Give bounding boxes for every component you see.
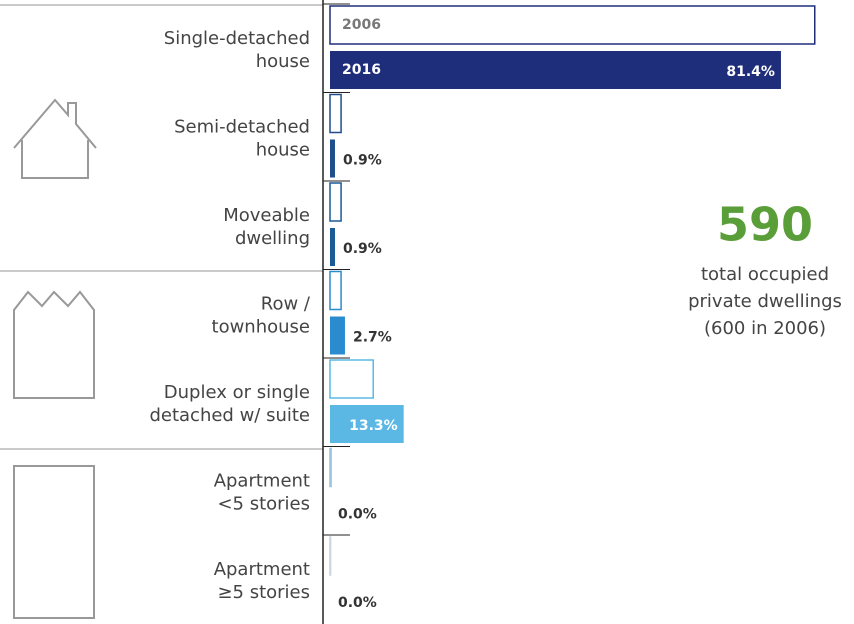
category-label: Apartment bbox=[214, 471, 310, 492]
annotation-line: total occupied bbox=[701, 264, 829, 285]
value-label: 2.7% bbox=[353, 330, 392, 346]
value-label: 81.4% bbox=[726, 64, 775, 80]
bar-2006 bbox=[329, 93, 342, 134]
bar-2016 bbox=[330, 228, 335, 266]
bar-2016 bbox=[330, 405, 404, 443]
bar-2006 bbox=[329, 182, 342, 222]
bar-2006 bbox=[329, 359, 374, 399]
category-label: house bbox=[256, 140, 310, 161]
category-label: Semi-detached bbox=[174, 117, 310, 138]
category-label: <5 stories bbox=[217, 494, 310, 515]
bar-2006 bbox=[329, 5, 816, 45]
value-label: 13.3% bbox=[349, 418, 398, 434]
bar-2006 bbox=[329, 447, 332, 488]
category-label: detached w/ suite bbox=[149, 405, 310, 426]
category-label: Duplex or single bbox=[164, 382, 310, 403]
separators bbox=[0, 4, 323, 450]
headline: 590 bbox=[717, 198, 813, 252]
bar-2016 bbox=[330, 51, 781, 89]
icons bbox=[13, 98, 97, 619]
series-name: 2016 bbox=[342, 62, 381, 78]
bar-2016 bbox=[330, 139, 335, 178]
category-label: dwelling bbox=[235, 228, 310, 249]
category-label: Single-detached bbox=[164, 28, 310, 49]
category-label: house bbox=[256, 51, 310, 72]
bar-2006 bbox=[329, 536, 332, 576]
townhouse-icon bbox=[13, 290, 95, 399]
value-label: 0.9% bbox=[343, 241, 382, 257]
apartment-icon bbox=[13, 465, 95, 619]
category-label: Row / bbox=[261, 294, 311, 315]
series-name: 2006 bbox=[342, 17, 381, 33]
category-label: Moveable bbox=[223, 205, 310, 226]
value-label: 0.0% bbox=[338, 595, 377, 611]
category-label: townhouse bbox=[212, 317, 310, 338]
value-label: 0.9% bbox=[343, 153, 382, 169]
annotation-line: (600 in 2006) bbox=[704, 318, 826, 339]
bar-2006 bbox=[329, 270, 342, 311]
house-icon bbox=[13, 98, 97, 179]
category-label: Apartment bbox=[214, 559, 310, 580]
annotation-line: private dwellings bbox=[688, 291, 842, 312]
bar-2016 bbox=[330, 316, 345, 355]
category-label: ≥5 stories bbox=[217, 582, 310, 603]
value-label: 0.0% bbox=[338, 507, 377, 523]
